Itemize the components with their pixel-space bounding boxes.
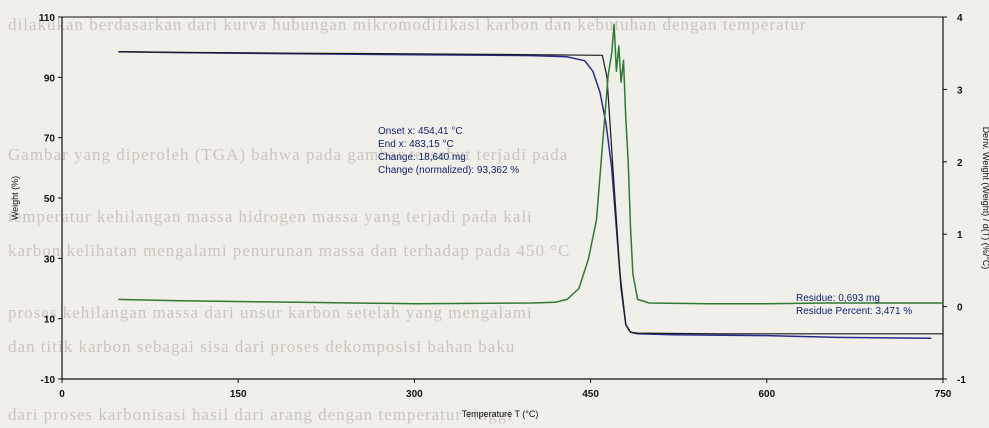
x-tick-label: 750 [935,389,952,400]
bg-line-4: karbon kelihatan mengalami penurunan mas… [8,241,570,260]
weight-tangent-line [118,51,943,335]
x-tick-label: 450 [582,389,599,400]
residue-label: Residue: 0,693 mg [796,293,880,304]
x-tick-label: 150 [230,389,247,400]
bg-line-2: Gambar yang diperoleh (TGA) bahwa pada g… [8,145,568,164]
onset-annotation: Onset x: 454,41 °C End x: 483,15 °C Chan… [378,126,519,176]
x-tick-label: 0 [59,389,65,400]
x-tick-label: 300 [406,389,423,400]
y-right-tick-label: -1 [957,375,966,386]
y-left-tick-label: 10 [44,315,56,326]
y-right-axis-label: Deriv. Weight (Weight) / d(T) (%/°C) [981,127,989,270]
bg-line-3: temperatur kehilangan massa hidrogen mas… [8,207,533,226]
residue-percent-label: Residue Percent: 3,471 % [796,306,912,317]
residue-annotation: Residue: 0,693 mg Residue Percent: 3,471… [796,293,912,317]
y-right-tick-label: 1 [957,230,963,241]
plot-frame [61,16,944,380]
bg-line-5: proses kehilangan massa dari unsur karbo… [8,303,533,322]
y-left-tick-label: -10 [41,375,56,386]
end-label: End x: 483,15 °C [378,139,454,150]
bg-line-7: dari proses karbonisasi hasil dari arang… [8,405,513,424]
background-text: dilakukan berdasarkan dari kurva hubunga… [8,15,806,424]
weight-line [118,50,932,340]
y-right-tick-label: 0 [957,303,963,314]
derivative-weight-line [118,23,943,305]
x-tick-label: 600 [758,389,775,400]
y-left-tick-label: 30 [44,254,56,265]
change-normalized-label: Change (normalized): 93,362 % [378,165,519,176]
y-right-tick-label: 3 [957,85,963,96]
x-axis-label: Temperature T (°C) [462,409,539,419]
y-left-tick-label: 110 [39,13,56,24]
y-left-axis-label: Weight (%) [10,176,20,220]
bg-line-1: dilakukan berdasarkan dari kurva hubunga… [8,15,806,34]
y-left-tick-label: 50 [44,194,56,205]
y-left-tick-label: 90 [44,73,56,84]
series-layer [118,23,943,340]
y-right-tick-label: 2 [957,158,963,169]
change-label: Change: 18,640 mg [378,152,466,163]
y-left-tick-label: 70 [44,134,56,145]
onset-label: Onset x: 454,41 °C [378,126,463,137]
y-right-tick-label: 4 [957,13,963,24]
bg-line-6: dan titik karbon sebagai sisa dari prose… [8,337,515,356]
